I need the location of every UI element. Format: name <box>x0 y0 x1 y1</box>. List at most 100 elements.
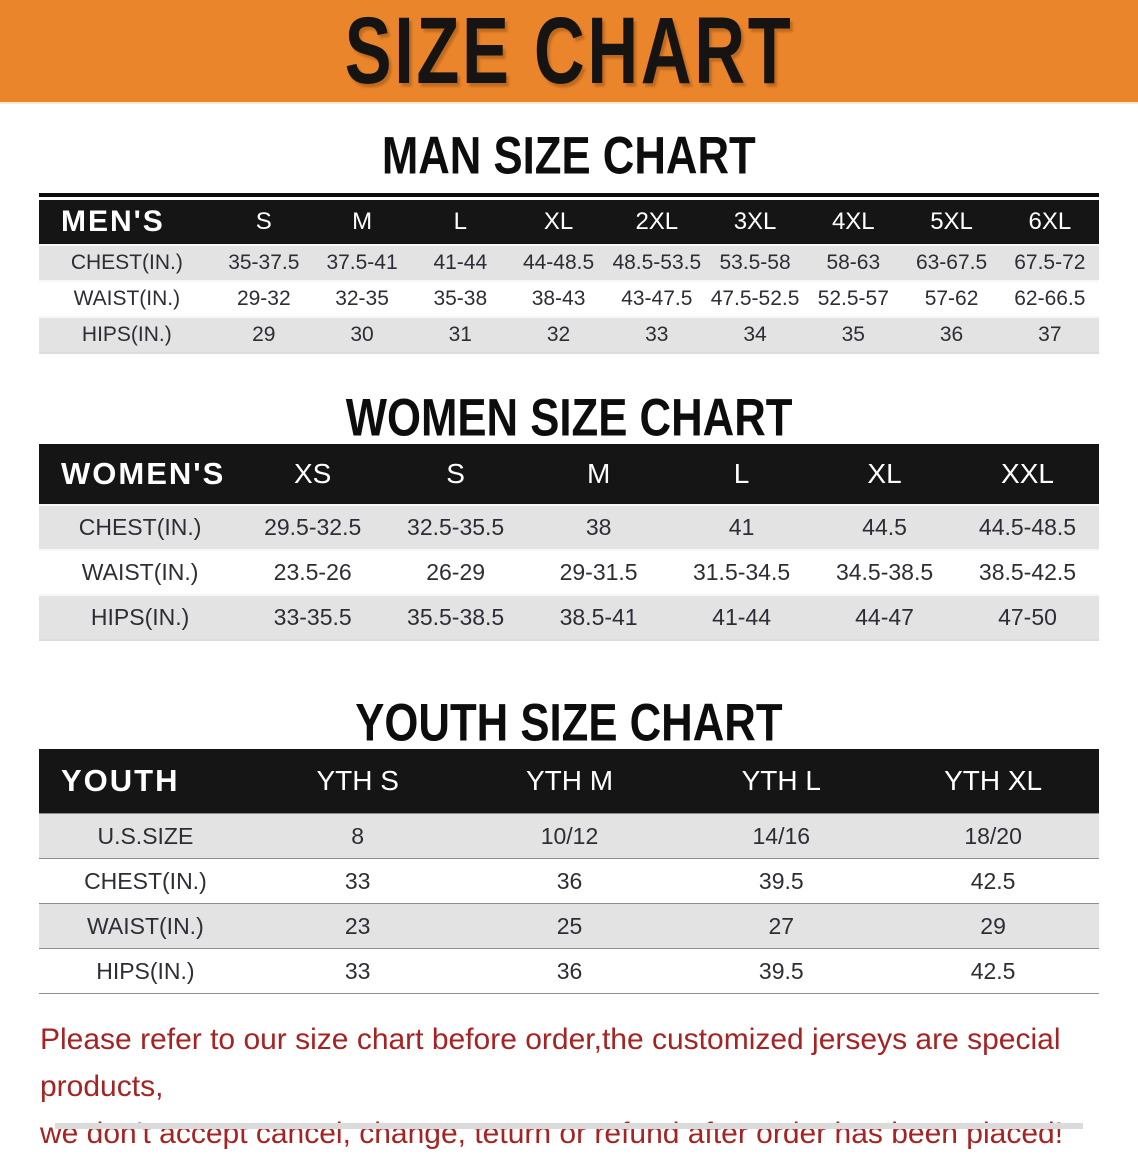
measurement-value: 36 <box>939 323 964 346</box>
measurement-value: 38 <box>585 514 612 540</box>
size-chart-banner-title: SIZE CHART <box>344 0 794 103</box>
measurement-value: 44-48.5 <box>522 251 595 274</box>
measurement-value: 37.5-41 <box>326 251 398 274</box>
measurement-value: 42.5 <box>970 957 1016 984</box>
size-column-header: YTH XL <box>887 749 1099 814</box>
measurement-label: HIPS(IN.) <box>96 957 195 984</box>
measurement-value: 67.5-72 <box>1014 251 1086 274</box>
measurement-value: 25 <box>556 912 583 939</box>
women-size-title-row: WOMEN SIZE CHART <box>0 387 1138 447</box>
size-column-header: L <box>411 200 510 245</box>
measurement-value: 23 <box>344 912 371 939</box>
youth-size-chart-title: YOUTH SIZE CHART <box>355 692 783 752</box>
measurement-value: 29-31.5 <box>559 559 638 585</box>
bottom-edge-strip <box>55 1123 1083 1129</box>
measurement-label: HIPS(IN.) <box>81 323 172 346</box>
measurement-value: 43-47.5 <box>621 287 693 310</box>
women-size-chart-title: WOMEN SIZE CHART <box>345 387 793 447</box>
size-column-header: YTH S <box>251 749 464 814</box>
size-column-header: XS <box>241 444 385 505</box>
measurement-value: 33 <box>645 323 669 346</box>
measurement-value: 42.5 <box>970 867 1016 894</box>
youth-size-section: YOUTH SIZE CHART YOUTH YTH S YTH M YTH L YTH… <box>0 692 1138 994</box>
size-column-header: L <box>670 444 814 505</box>
size-column-header: YTH M <box>463 749 676 814</box>
measurement-value: 30 <box>350 323 374 346</box>
size-column-header: XXL <box>956 444 1099 505</box>
size-column-header: S <box>214 200 313 245</box>
measurement-value: 47.5-52.5 <box>710 287 800 310</box>
youth-size-title-row: YOUTH SIZE CHART <box>0 692 1138 752</box>
men-table-top-rule <box>39 193 1099 197</box>
measurement-label: CHEST(IN.) <box>78 514 202 540</box>
size-column-header: S <box>384 444 528 505</box>
size-column-header: 5XL <box>902 200 1001 245</box>
measurement-label: CHEST(IN.) <box>70 251 183 274</box>
measurement-label: WAIST(IN.) <box>81 559 199 585</box>
men-size-title-row: MAN SIZE CHART <box>0 125 1138 185</box>
measurement-label: HIPS(IN.) <box>90 604 190 630</box>
measurement-value: 29.5-32.5 <box>264 514 362 540</box>
size-column-header: M <box>527 444 671 505</box>
measurement-row: HIPS(IN.) 33 36 39.5 42.5 <box>39 948 1099 994</box>
youth-size-table: YOUTH YTH S YTH M YTH L YTH XL U.S.SIZE 8 10/12… <box>39 749 1099 994</box>
size-column-header: 6XL <box>1000 200 1099 245</box>
measurement-value: 33 <box>344 867 371 894</box>
measurement-value: 57-62 <box>924 287 979 310</box>
measurement-value: 27 <box>768 912 795 939</box>
size-group-label: YOUTH <box>39 749 252 814</box>
measurement-row: U.S.SIZE 8 10/12 14/16 18/20 <box>39 813 1099 859</box>
measurement-value: 35-38 <box>433 287 488 310</box>
size-header-row: WOMEN'S XS S M L XL XXL <box>39 444 1099 505</box>
size-column-header: XL <box>509 200 608 245</box>
measurement-value: 35.5-38.5 <box>407 604 505 630</box>
measurement-value: 31.5-34.5 <box>692 559 791 585</box>
measurement-value: 10/12 <box>540 822 599 849</box>
measurement-value: 47-50 <box>998 604 1057 630</box>
size-column-header: YTH L <box>675 749 888 814</box>
size-header-row: MEN'S S M L XL 2XL 3XL 4XL 5XL 6XL <box>39 200 1099 245</box>
size-group-label: MEN'S <box>39 200 215 245</box>
size-header-row: YOUTH YTH S YTH M YTH L YTH XL <box>39 749 1099 814</box>
measurement-value: 41 <box>728 514 755 540</box>
size-column-header: 4XL <box>804 200 903 245</box>
measurement-value: 33-35.5 <box>273 604 352 630</box>
size-column-header: 3XL <box>705 200 805 245</box>
measurement-value: 38-43 <box>531 287 586 310</box>
size-column-header: 2XL <box>607 200 706 245</box>
measurement-value: 38.5-42.5 <box>978 559 1077 585</box>
measurement-value: 35 <box>841 323 865 346</box>
measurement-value: 41-44 <box>712 604 771 630</box>
men-size-table: MEN'S S M L XL 2XL 3XL 4XL 5XL 6XL CHEST(IN.) 35-37… <box>39 200 1099 354</box>
measurement-label: U.S.SIZE <box>97 822 194 849</box>
measurement-value: 39.5 <box>758 867 804 894</box>
measurement-value: 34 <box>743 323 767 346</box>
measurement-value: 44.5 <box>862 514 907 540</box>
measurement-value: 29-32 <box>236 287 291 310</box>
measurement-value: 53.5-58 <box>719 251 791 274</box>
measurement-row: CHEST(IN.) 33 36 39.5 42.5 <box>39 858 1099 904</box>
measurement-value: 36 <box>556 957 583 984</box>
measurement-value: 39.5 <box>758 957 804 984</box>
measurement-label: WAIST(IN.) <box>87 912 204 939</box>
disclaimer-line-2: we don't accept cancel, change, teturn o… <box>40 1117 1064 1150</box>
measurement-value: 23.5-26 <box>273 559 352 585</box>
size-column-header: XL <box>813 444 957 505</box>
measurement-value: 29 <box>252 323 276 346</box>
measurement-value: 33 <box>344 957 371 984</box>
men-size-section: MAN SIZE CHART MEN'S S M L XL 2XL 3XL 4XL 5XL 6XL… <box>0 125 1138 354</box>
measurement-value: 48.5-53.5 <box>612 251 702 274</box>
measurement-value: 63-67.5 <box>915 251 988 274</box>
measurement-value: 29 <box>980 912 1006 939</box>
measurement-value: 52.5-57 <box>817 287 889 310</box>
measurement-value: 38.5-41 <box>559 604 638 630</box>
measurement-value: 32 <box>546 323 571 346</box>
measurement-value: 8 <box>351 822 365 849</box>
measurement-value: 41-44 <box>433 251 488 274</box>
measurement-row: WAIST(IN.) 29-32 32-35 35-38 38-43 43-47.5 47.… <box>39 281 1099 317</box>
measurement-value: 37 <box>1038 323 1062 346</box>
measurement-value: 44.5-48.5 <box>978 514 1077 540</box>
measurement-row: HIPS(IN.) 29 30 31 32 33 34 35 36 37 <box>39 317 1099 353</box>
measurement-value: 62-66.5 <box>1014 287 1086 310</box>
measurement-value: 58-63 <box>826 251 881 274</box>
